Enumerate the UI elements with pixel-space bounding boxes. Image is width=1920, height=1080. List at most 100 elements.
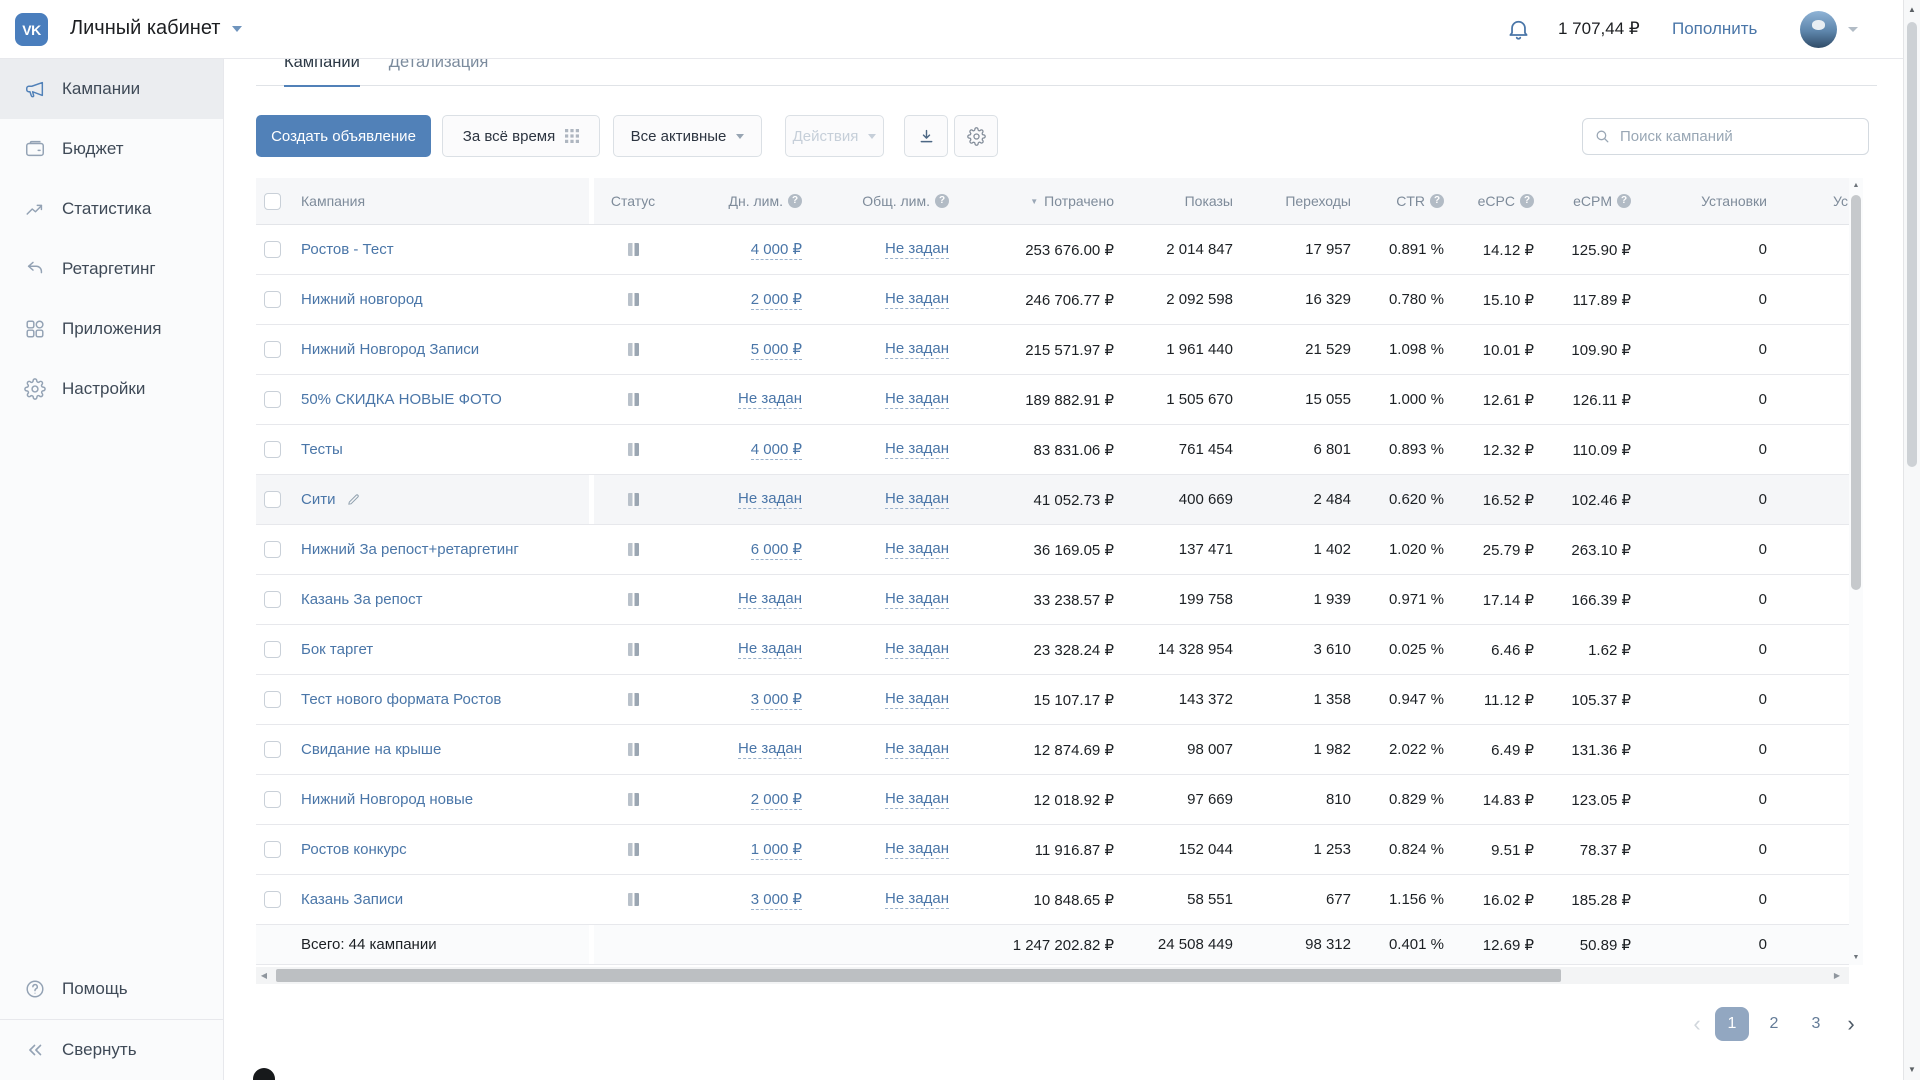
campaign-name-link[interactable]: Нижний новгород [301,291,423,308]
row-checkbox[interactable] [264,391,281,408]
table-row[interactable]: Тест нового формата Ростов 3 000 ₽ Не за… [256,675,1849,725]
daily-limit-value[interactable]: Не задан [738,640,802,659]
campaign-name-link[interactable]: Ростов конкурс [301,841,407,858]
sidebar-item-campaigns[interactable]: Кампании [0,59,223,119]
sidebar-item-help[interactable]: Помощь [0,959,223,1019]
help-question-badge-icon[interactable]: ? [1430,194,1444,208]
table-row[interactable]: Нижний Новгород Записи 5 000 ₽ Не задан … [256,325,1849,375]
row-checkbox[interactable] [264,441,281,458]
chat-widget-dot[interactable] [253,1068,275,1080]
help-question-badge-icon[interactable]: ? [788,194,802,208]
campaign-name-link[interactable]: Казань За репост [301,591,423,608]
vk-logo[interactable]: VK [15,13,48,46]
sidebar-item-collapse[interactable]: Свернуть [0,1020,223,1080]
sidebar-item-apps[interactable]: Приложения [0,299,223,359]
table-row[interactable]: Нижний новгород 2 000 ₽ Не задан 246 706… [256,275,1849,325]
campaign-name-link[interactable]: Тесты [301,441,343,458]
total-limit-value[interactable]: Не задан [885,590,949,609]
daily-limit-value[interactable]: 2 000 ₽ [751,790,802,810]
daily-limit-value[interactable]: 4 000 ₽ [751,440,802,460]
scrollbar-thumb[interactable] [276,969,1561,982]
cabinet-chevron-down-icon[interactable] [232,26,242,32]
table-row[interactable]: Ростов конкурс 1 000 ₽ Не задан 11 916.8… [256,825,1849,875]
table-row[interactable]: Сити Не задан Не задан 41 052.73 ₽ 400 6… [256,475,1849,525]
daily-limit-value[interactable]: 1 000 ₽ [751,840,802,860]
avatar[interactable] [1800,11,1837,48]
column-header-daily-limit[interactable]: Дн. лим.? [672,178,802,224]
campaign-name-link[interactable]: Казань Записи [301,891,403,908]
table-row[interactable]: Тесты 4 000 ₽ Не задан 83 831.06 ₽ 761 4… [256,425,1849,475]
column-header-status[interactable]: Статус [594,178,672,224]
table-row[interactable]: Нижний За репост+ретаргетинг 6 000 ₽ Не … [256,525,1849,575]
column-header-campaign[interactable]: Кампания [285,178,589,224]
daily-limit-value[interactable]: 5 000 ₽ [751,340,802,360]
daily-limit-value[interactable]: 6 000 ₽ [751,540,802,560]
column-header-ecpc[interactable]: eCPC? [1444,178,1534,224]
sidebar-item-budget[interactable]: Бюджет [0,119,223,179]
edit-pencil-icon[interactable] [346,492,361,507]
column-header-clicks[interactable]: Переходы [1233,178,1351,224]
total-limit-value[interactable]: Не задан [885,690,949,709]
total-limit-value[interactable]: Не задан [885,490,949,509]
pagination-page-2[interactable]: 2 [1757,1007,1791,1041]
scrollbar-thumb[interactable] [1907,22,1917,467]
help-question-badge-icon[interactable]: ? [1520,194,1534,208]
table-row[interactable]: Казань Записи 3 000 ₽ Не задан 10 848.65… [256,875,1849,925]
pagination-prev-icon[interactable]: ‹ [1687,1007,1707,1041]
column-header-spent-sorted[interactable]: ▼Потрачено [949,178,1114,224]
daily-limit-value[interactable]: Не задан [738,490,802,509]
column-header-ctr[interactable]: CTR? [1351,178,1444,224]
total-limit-value[interactable]: Не задан [885,890,949,909]
campaign-name-link[interactable]: Бок таргет [301,641,373,658]
column-header-impressions[interactable]: Показы [1114,178,1233,224]
campaign-name-link[interactable]: Нижний За репост+ретаргетинг [301,541,519,558]
campaign-name-link[interactable]: Тест нового формата Ростов [301,691,501,708]
row-checkbox[interactable] [264,691,281,708]
total-limit-value[interactable]: Не задан [885,240,949,259]
scrollbar-thumb[interactable] [1851,195,1861,590]
status-filter-dropdown[interactable]: Все активные [613,115,762,157]
table-horizontal-scrollbar[interactable]: ◀ ▶ [256,967,1849,984]
total-limit-value[interactable]: Не задан [885,790,949,809]
column-header-clipped[interactable]: Ус [1767,178,1849,224]
daily-limit-value[interactable]: Не задан [738,740,802,759]
daily-limit-value[interactable]: 3 000 ₽ [751,890,802,910]
row-checkbox[interactable] [264,291,281,308]
campaign-name-link[interactable]: Нижний Новгород Записи [301,341,479,358]
campaign-name-link[interactable]: 50% СКИДКА НОВЫЕ ФОТО [301,391,502,408]
table-row[interactable]: Ростов - Тест 4 000 ₽ Не задан 253 676.0… [256,225,1849,275]
row-checkbox[interactable] [264,891,281,908]
sidebar-item-settings[interactable]: Настройки [0,359,223,419]
notifications-bell-icon[interactable] [1506,17,1531,42]
scroll-right-arrow-icon[interactable]: ▶ [1831,967,1843,984]
export-download-button[interactable] [904,115,948,157]
scroll-down-arrow-icon[interactable]: ▼ [1849,954,1863,961]
daily-limit-value[interactable]: 4 000 ₽ [751,240,802,260]
search-input[interactable] [1620,128,1857,145]
daily-limit-value[interactable]: Не задан [738,590,802,609]
table-row[interactable]: Казань За репост Не задан Не задан 33 23… [256,575,1849,625]
row-checkbox[interactable] [264,641,281,658]
total-limit-value[interactable]: Не задан [885,540,949,559]
row-checkbox[interactable] [264,591,281,608]
help-question-badge-icon[interactable]: ? [1617,194,1631,208]
total-limit-value[interactable]: Не задан [885,740,949,759]
total-limit-value[interactable]: Не задан [885,640,949,659]
scroll-up-arrow-icon[interactable]: ▲ [1904,2,1920,18]
actions-dropdown-disabled[interactable]: Действия [785,115,884,157]
create-ad-button[interactable]: Создать объявление [256,115,431,157]
row-checkbox[interactable] [264,741,281,758]
row-checkbox[interactable] [264,841,281,858]
row-checkbox[interactable] [264,541,281,558]
tab-details[interactable]: Детализация [389,59,489,86]
campaign-name-link[interactable]: Ростов - Тест [301,241,394,258]
pagination-next-icon[interactable]: › [1841,1007,1861,1041]
scroll-left-arrow-icon[interactable]: ◀ [258,967,270,984]
total-limit-value[interactable]: Не задан [885,290,949,309]
daily-limit-value[interactable]: 3 000 ₽ [751,690,802,710]
topup-link[interactable]: Пополнить [1672,19,1757,39]
help-question-badge-icon[interactable]: ? [935,194,949,208]
daily-limit-value[interactable]: 2 000 ₽ [751,290,802,310]
table-row[interactable]: Нижний Новгород новые 2 000 ₽ Не задан 1… [256,775,1849,825]
select-all-checkbox[interactable] [264,193,281,210]
